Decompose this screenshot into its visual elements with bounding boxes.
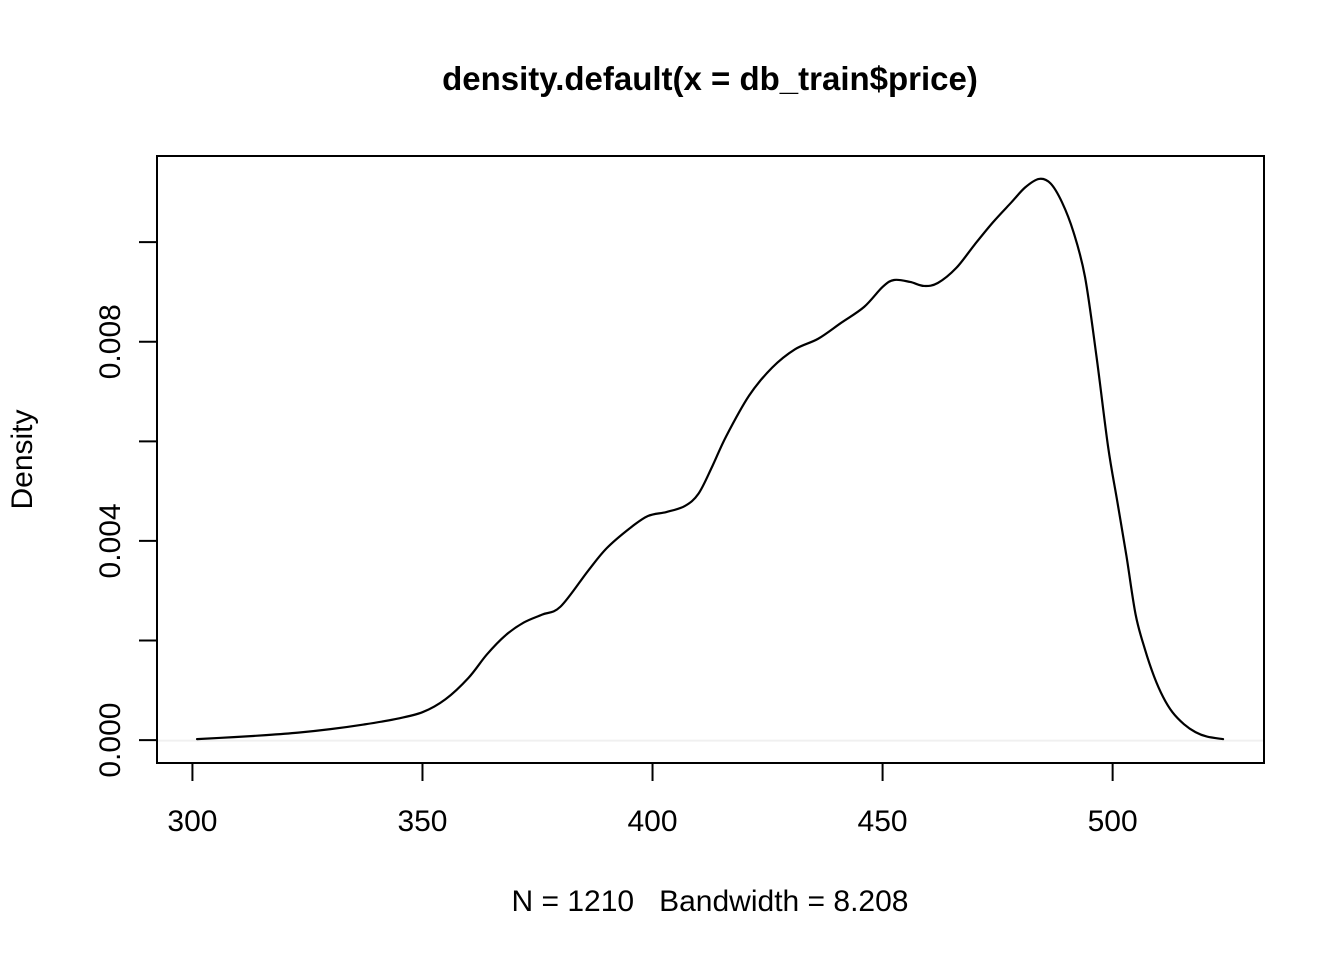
plot-title: density.default(x = db_train$price) <box>442 60 978 97</box>
x-tick-label: 500 <box>1088 805 1138 838</box>
x-tick-label: 450 <box>858 805 908 838</box>
density-curve <box>195 177 1225 741</box>
x-tick-label: 350 <box>397 805 447 838</box>
axes: 300 350 400 450 500 0.000 0.004 0.008 <box>94 155 1265 838</box>
y-tick-label: 0.008 <box>94 304 127 379</box>
y-axis-label: Density <box>6 409 39 509</box>
x-tick-label: 400 <box>627 805 677 838</box>
x-axis-label: N = 1210 Bandwidth = 8.208 <box>512 885 909 918</box>
x-tick-label: 300 <box>167 805 217 838</box>
curve-layer <box>158 177 1263 742</box>
plot-box <box>156 155 1265 764</box>
y-tick-label: 0.004 <box>94 503 127 578</box>
y-tick-label: 0.000 <box>94 703 127 778</box>
